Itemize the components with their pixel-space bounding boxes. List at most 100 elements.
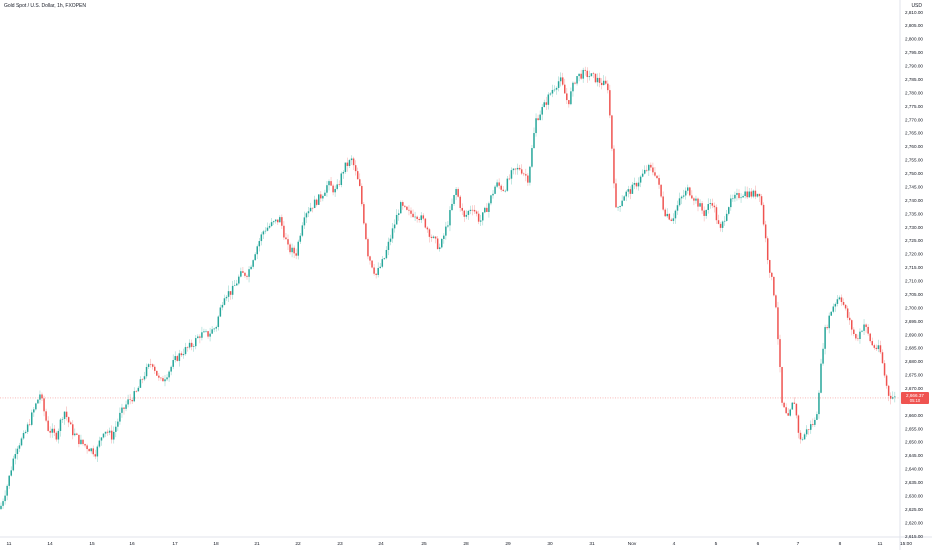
candle-body bbox=[666, 213, 668, 217]
candle-body bbox=[855, 334, 857, 339]
candle-body bbox=[740, 197, 742, 199]
candle-body bbox=[37, 399, 39, 404]
candle-body bbox=[92, 448, 94, 455]
candle-body bbox=[147, 364, 150, 367]
candle-body bbox=[590, 73, 593, 77]
candle-body bbox=[225, 296, 228, 299]
candle-body bbox=[580, 73, 582, 79]
candle-body bbox=[732, 198, 734, 200]
candle-body bbox=[291, 247, 293, 253]
candle-body bbox=[289, 244, 291, 253]
x-tick-label: 28 bbox=[463, 541, 469, 547]
candle-body bbox=[646, 169, 648, 171]
candle-body bbox=[875, 347, 878, 350]
candle-body bbox=[242, 271, 244, 273]
candle-body bbox=[801, 439, 804, 440]
candle-body bbox=[477, 213, 480, 222]
y-tick-label: 2,620.00 bbox=[905, 520, 923, 525]
y-tick-label: 2,690.00 bbox=[905, 332, 923, 337]
y-tick-label: 2,635.00 bbox=[905, 480, 923, 485]
candle-body bbox=[268, 225, 271, 228]
candle-body bbox=[371, 260, 373, 268]
candle-body bbox=[725, 213, 728, 221]
candle-body bbox=[121, 407, 123, 413]
candle-body bbox=[814, 419, 816, 425]
candle-body bbox=[260, 234, 263, 242]
candle-body bbox=[475, 211, 478, 214]
candle-body bbox=[705, 209, 707, 216]
candle-body bbox=[301, 225, 304, 236]
candle-body bbox=[195, 338, 197, 347]
candle-body bbox=[654, 172, 656, 176]
candle-body bbox=[641, 173, 644, 177]
candle-body bbox=[201, 332, 203, 338]
candle-body bbox=[600, 82, 603, 86]
candle-body bbox=[227, 291, 230, 297]
candle-body bbox=[197, 336, 199, 339]
candle-body bbox=[154, 366, 156, 371]
candle-body bbox=[734, 194, 736, 199]
candle-body bbox=[416, 216, 418, 219]
candle-body bbox=[695, 198, 697, 201]
candle-body bbox=[287, 239, 289, 245]
candle-body bbox=[74, 433, 76, 436]
candle-body bbox=[670, 219, 673, 221]
candle-body bbox=[840, 297, 843, 302]
candle-body bbox=[367, 239, 369, 257]
candle-body bbox=[643, 169, 646, 174]
candle-body bbox=[336, 184, 338, 189]
y-tick-label: 2,715.00 bbox=[905, 265, 923, 270]
candle-body bbox=[826, 327, 828, 329]
candle-body bbox=[119, 412, 121, 422]
candle-body bbox=[375, 273, 377, 275]
candle-body bbox=[385, 249, 388, 259]
candle-body bbox=[658, 178, 660, 185]
candle-body bbox=[326, 185, 328, 193]
candle-body bbox=[803, 434, 806, 440]
y-tick-label: 2,705.00 bbox=[905, 292, 923, 297]
x-tick-label: 18 bbox=[213, 541, 219, 547]
x-tick-label: 8 bbox=[839, 541, 842, 547]
y-tick-label: 2,730.00 bbox=[905, 225, 923, 230]
candle-body bbox=[531, 148, 533, 167]
x-tick-label: 15:00 bbox=[900, 541, 912, 547]
candle-body bbox=[781, 366, 783, 403]
candle-body bbox=[449, 210, 451, 226]
candle-body bbox=[787, 413, 789, 416]
candle-body bbox=[766, 238, 769, 261]
y-tick-label: 2,785.00 bbox=[905, 77, 923, 82]
candle-body bbox=[391, 228, 394, 239]
candle-body bbox=[881, 352, 884, 364]
candle-body bbox=[254, 254, 256, 261]
candle-body bbox=[90, 448, 92, 452]
candle-body bbox=[672, 218, 675, 221]
candle-body bbox=[244, 272, 246, 276]
candle-body bbox=[512, 168, 515, 171]
candle-body bbox=[76, 433, 78, 435]
candle-body bbox=[215, 327, 217, 329]
candle-body bbox=[723, 220, 726, 222]
candle-body bbox=[764, 224, 767, 239]
candle-body bbox=[69, 422, 72, 425]
candle-body bbox=[883, 363, 886, 376]
candle-body bbox=[506, 178, 509, 191]
x-tick-label: 23 bbox=[337, 541, 343, 547]
candle-body bbox=[174, 356, 176, 361]
candle-body bbox=[94, 454, 97, 457]
candle-body bbox=[432, 236, 435, 238]
candle-body bbox=[363, 204, 365, 224]
candle-body bbox=[816, 414, 818, 420]
candle-body bbox=[299, 235, 302, 242]
candle-body bbox=[166, 377, 168, 380]
candle-body bbox=[377, 267, 379, 275]
candle-body bbox=[277, 219, 279, 223]
candle-body bbox=[127, 399, 129, 405]
candle-body bbox=[264, 230, 267, 232]
candle-body bbox=[436, 238, 439, 250]
candle-body bbox=[115, 426, 117, 432]
candle-body bbox=[381, 259, 384, 267]
candle-body bbox=[822, 348, 824, 364]
candle-body bbox=[256, 246, 258, 255]
